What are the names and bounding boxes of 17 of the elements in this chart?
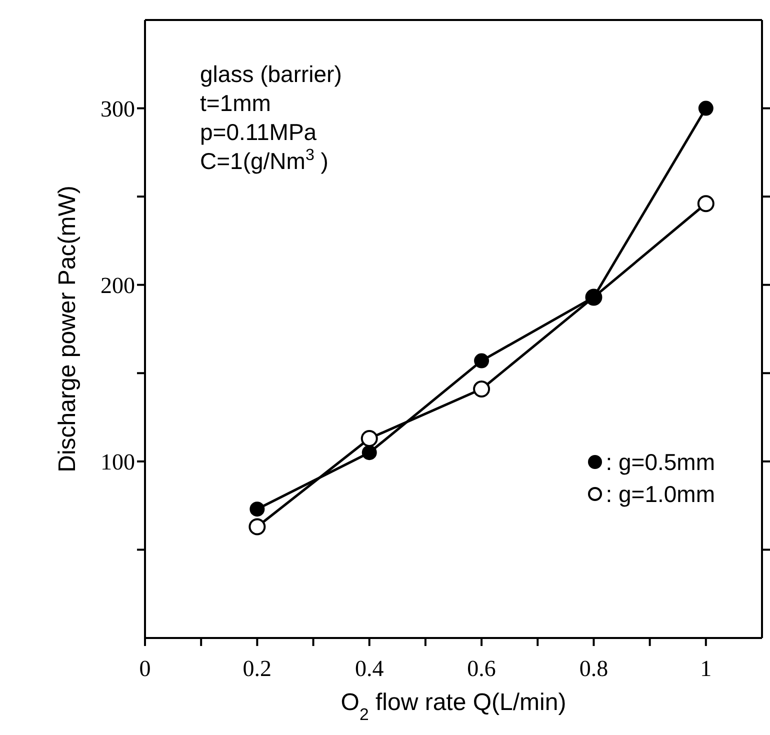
annotation: p=0.11MPa: [200, 119, 317, 145]
y-tick-label: 100: [100, 450, 135, 475]
x-tick-label: 0.6: [467, 656, 496, 681]
annotation: t=1mm: [200, 90, 271, 116]
x-axis-title: O$_{2}$ flow rate Q(L/min): [340, 689, 566, 724]
legend-label: : g=1.0mm: [606, 480, 715, 509]
y-tick-label: 300: [100, 96, 135, 122]
y-tick-label: 200: [100, 273, 135, 298]
x-tick-label: 0.4: [354, 656, 384, 681]
annotation: C=1(g/Nm$^{3}$): [200, 146, 328, 174]
legend-label: : g=0.5mm: [606, 448, 715, 477]
annotation: glass (barrier): [200, 61, 342, 87]
x-tick-label: 0.8: [579, 656, 608, 681]
x-tick-label: 0: [139, 656, 151, 681]
x-tick-label: 1: [700, 656, 712, 681]
x-tick-label: 0.2: [242, 656, 272, 681]
y-axis-title: Discharge power Pac(mW): [54, 186, 81, 472]
